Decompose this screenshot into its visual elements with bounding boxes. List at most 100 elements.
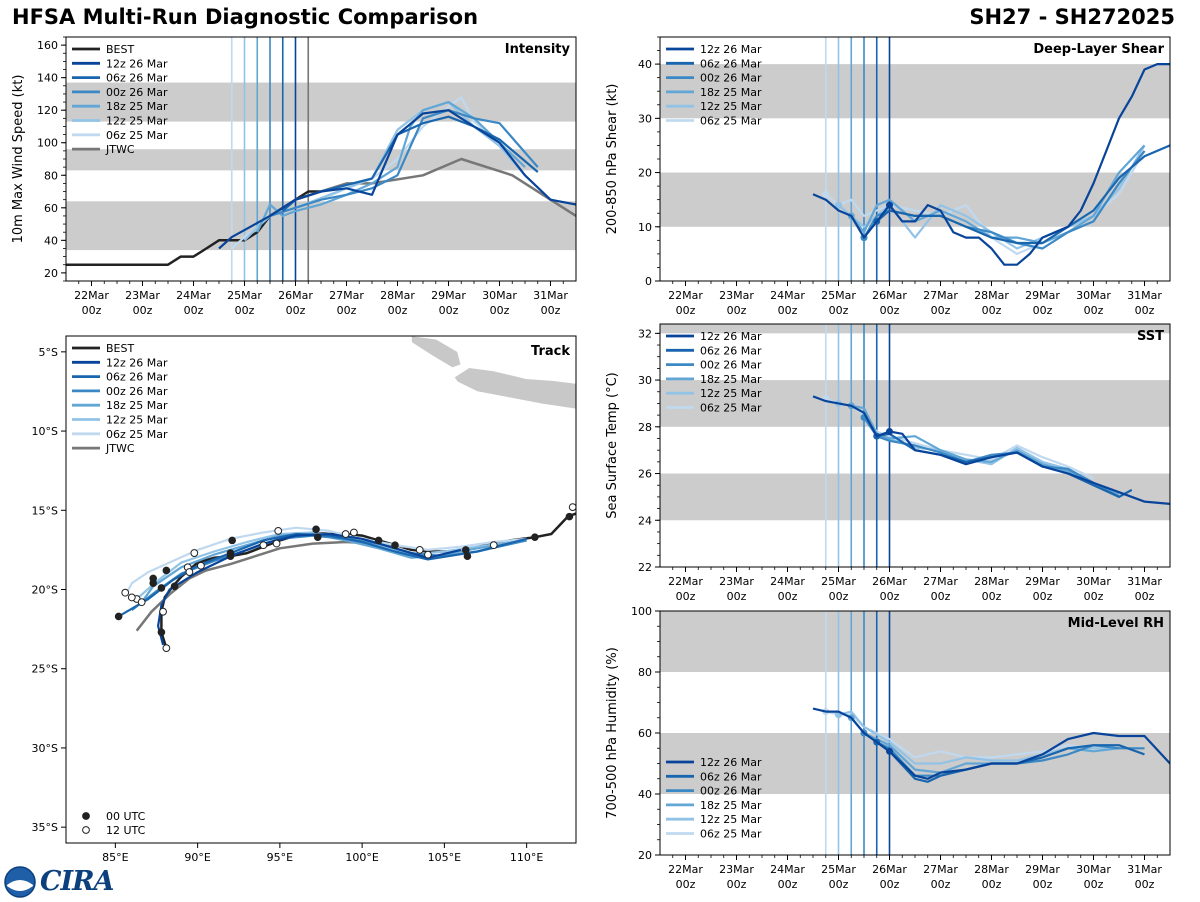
panel-title: Track [531,344,570,359]
marker-12utc [197,561,205,570]
x-tick-label-day: 30Mar [1076,575,1111,588]
track-line [118,532,527,618]
x-tick-label-day: 25Mar [821,289,856,302]
y-tick-label: 60 [638,727,652,740]
x-tick-label-day: 22Mar [668,863,703,876]
x-tick-label-hour: 00z [931,590,951,603]
marker-12utc [415,545,424,554]
y-tick-label: 25°S [32,663,58,676]
marker-00utc [149,579,157,587]
marker-12utc [159,607,167,616]
x-tick-label-hour: 00z [133,304,153,317]
threshold-band [660,64,1170,119]
x-tick-label-day: 29Mar [1025,575,1060,588]
y-tick-label: 100 [631,605,652,618]
legend-label: 06z 25 Mar [106,129,168,142]
x-tick-label-day: 24Mar [176,289,211,302]
series-line [876,144,1170,245]
cira-logo-text: CIRA [40,866,115,897]
x-tick-label-hour: 00z [1135,878,1155,891]
marker-12utc [137,598,146,607]
legend-label: 12z 25 Mar [700,813,762,826]
legend-label: 06z 26 Mar [700,57,762,70]
x-tick-label-day: 29Mar [431,289,466,302]
x-tick-label-hour: 00z [184,304,204,317]
y-tick-label: 30 [638,374,652,387]
legend-label: JTWC [105,143,135,156]
y-tick-label: 20 [638,167,652,180]
legend-label: JTWC [105,442,135,455]
plot-area-intensity [66,37,576,281]
panel-shear: 0 10 20 30 40 22Mar 00z 23Mar 00z 24Mar 00z 25Mar 00… [605,36,1171,317]
track-line [135,531,527,600]
marker-12utc [350,528,358,537]
y-tick-label: 15°S [32,504,58,517]
x-tick-label-day: 30Mar [1076,289,1111,302]
y-tick-label: 32 [638,327,652,340]
x-tick-label-hour: 00z [778,878,798,891]
x-tick-label-hour: 00z [1033,878,1053,891]
x-tick-label-day: 28Mar [974,289,1009,302]
legend-label: 18z 25 Mar [106,100,168,113]
y-tick-label: 5°S [39,346,58,359]
x-tick-label-hour: 00z [1135,590,1155,603]
x-tick-label-hour: 00z [727,304,747,317]
x-tick-label-hour: 00z [1084,590,1104,603]
marker-00utc [374,536,383,545]
y-tick-label: 120 [37,104,58,117]
x-tick-label-hour: 00z [1033,304,1053,317]
marker-12utc [274,526,283,535]
legend-label: 06z 25 Mar [106,428,168,441]
marker-12utc [272,539,281,548]
marker-12utc [190,549,199,557]
threshold-band [66,149,576,171]
panel-intensity: 20 40 60 80 100 120 140 160 22Mar 00z 23Mar 00z 24Ma… [11,36,577,317]
x-tick-label-day: 23Mar [125,289,160,302]
legend-label: 12z 26 Mar [700,756,762,769]
panel-title: Mid-Level RH [1068,616,1164,631]
y-tick-label: 10 [638,221,652,234]
x-tick-label-hour: 00z [490,304,510,317]
legend-label: 12z 26 Mar [106,356,168,369]
marker-00utc [461,546,470,554]
legend-label: BEST [106,342,134,355]
y-tick-label: 80 [638,666,652,679]
marker-12utc [341,530,350,538]
x-tick-label-day: 29Mar [1025,289,1060,302]
x-tick-label-hour: 00z [235,304,255,317]
panel-rh: 20 40 60 80 100 22Mar 00z 23Mar 00z 24Mar 00z 25Mar… [605,605,1171,891]
series-line [812,395,1170,505]
threshold-band [660,380,1170,427]
cira-logo: CIRA [4,866,115,898]
x-tick-label-hour: 00z [388,304,408,317]
x-tick-label-hour: 00z [727,590,747,603]
y-tick-label: 24 [638,514,652,527]
x-tick-label-day: 30Mar [482,289,517,302]
legend-label: 12z 25 Mar [700,100,762,113]
marker-12utc [424,550,432,559]
marker-legend-symbol [82,826,90,834]
y-tick-label: 30°S [32,742,58,755]
x-tick-label-day: 24Mar [770,863,805,876]
x-tick-label-hour: 00z [880,590,900,603]
x-tick-label-hour: 00z [1033,590,1053,603]
panel-title: Deep-Layer Shear [1033,42,1164,57]
series-line [812,62,1170,266]
init-point-marker [822,190,830,198]
x-tick-label: 85°E [102,851,128,864]
x-tick-label-day: 31Mar [533,289,568,302]
x-tick-label-day: 31Mar [1127,289,1162,302]
legend-label: 06z 26 Mar [106,72,168,85]
legend-label: 18z 25 Mar [700,86,762,99]
x-tick-label-hour: 00z [439,304,459,317]
x-tick-label-hour: 00z [778,590,798,603]
legend-label: 06z 25 Mar [700,828,762,841]
x-tick-label-day: 27Mar [923,575,958,588]
y-tick-label: 35°S [32,821,58,834]
y-tick-label: 160 [37,39,58,52]
y-axis-label: 200-850 hPa Shear (kt) [605,84,620,235]
series-line [218,109,576,250]
legend-label: 12z 26 Mar [106,57,168,70]
page-title: HFSA Multi-Run Diagnostic Comparison [12,5,479,29]
